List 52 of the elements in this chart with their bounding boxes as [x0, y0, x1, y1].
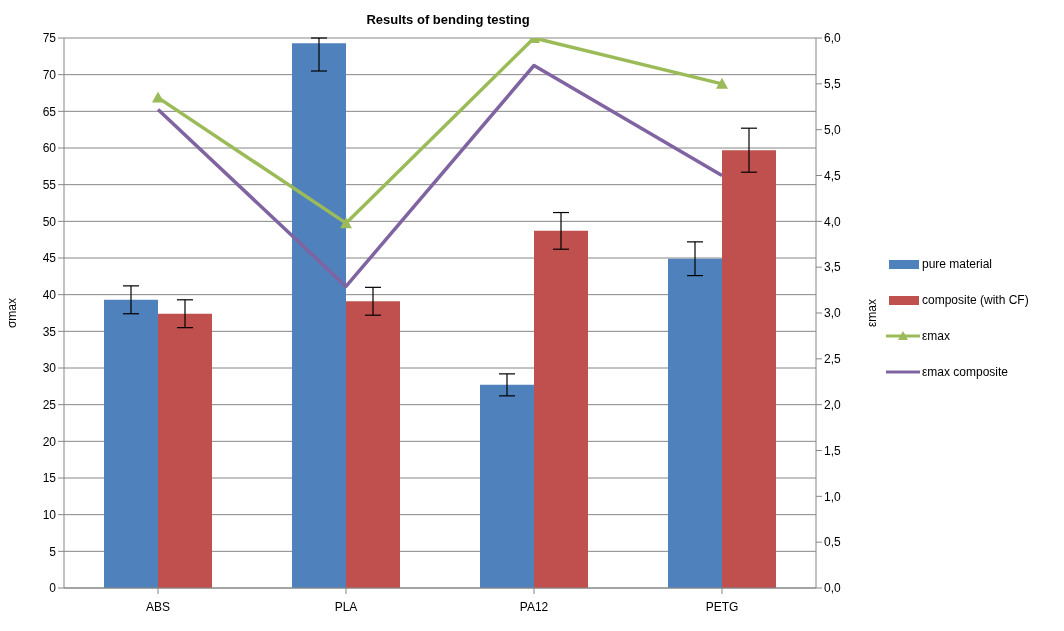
y-tick-label: 10 — [42, 507, 57, 522]
y-tick-label: 40 — [42, 287, 57, 302]
bar — [104, 299, 158, 588]
y-tick-label: 5 — [49, 544, 57, 559]
y2-tick-label: 6,0 — [824, 31, 842, 46]
legend-label: pure material — [922, 257, 993, 271]
y2-tick-label: 4,0 — [824, 214, 842, 229]
x-tick-label: PA12 — [519, 599, 549, 614]
y2-tick-label: 4,5 — [824, 168, 842, 183]
y-tick-label: 70 — [42, 67, 57, 82]
y2-tick-label: 3,0 — [824, 306, 842, 321]
y-tick-label: 15 — [42, 471, 57, 486]
y2-tick-label: 0,0 — [824, 581, 842, 596]
bar — [292, 43, 346, 588]
chart-title: Results of bending testing — [365, 12, 531, 27]
y2-tick-label: 0,5 — [824, 535, 842, 550]
x-tick-label: PETG — [705, 599, 739, 614]
y-tick-label: 65 — [42, 104, 57, 119]
bar — [534, 230, 588, 588]
y-tick-label: 0 — [49, 581, 57, 596]
y2-tick-label: 5,0 — [824, 122, 842, 137]
y2-tick-label: 3,5 — [824, 260, 842, 275]
x-tick-label: ABS — [145, 599, 171, 614]
x-tick-label: PLA — [334, 599, 358, 614]
line-series — [156, 63, 724, 289]
y-tick-label: 50 — [42, 214, 57, 229]
y-tick-label: 25 — [42, 397, 57, 412]
y-tick-label: 60 — [42, 141, 57, 156]
legend-label: εmax composite — [922, 365, 1009, 379]
point — [716, 77, 728, 89]
point — [152, 91, 164, 103]
bar — [722, 150, 776, 588]
bar — [480, 384, 534, 588]
y2-tick-label: 2,0 — [824, 397, 842, 412]
bar — [346, 301, 400, 588]
y-tick-label: 45 — [42, 251, 57, 266]
y-tick-label: 55 — [42, 177, 57, 192]
y-tick-label: 35 — [42, 324, 57, 339]
legend-label: composite (with CF) — [922, 293, 1029, 307]
y-tick-label: 30 — [42, 361, 57, 376]
y2-tick-label: 2,5 — [824, 352, 842, 367]
bar — [158, 313, 212, 588]
y-axis-title: σmax — [5, 297, 20, 329]
y2-tick-label: 5,5 — [824, 77, 842, 92]
point — [340, 217, 352, 229]
y-tick-label: 75 — [42, 31, 57, 46]
y2-tick-label: 1,5 — [824, 443, 842, 458]
y-tick-label: 20 — [42, 434, 57, 449]
legend-label: εmax — [922, 329, 951, 343]
y2-axis-title: εmax — [865, 298, 880, 328]
y2-tick-label: 1,0 — [824, 489, 842, 504]
bar — [668, 258, 722, 588]
